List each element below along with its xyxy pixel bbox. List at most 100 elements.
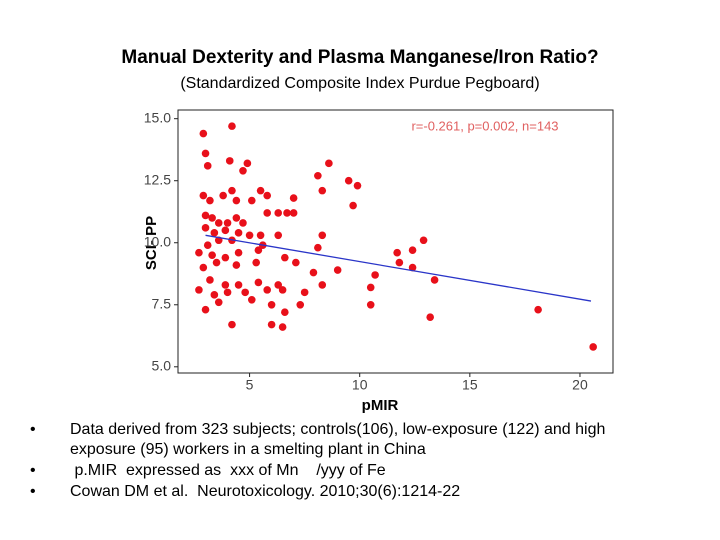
point xyxy=(314,171,322,180)
point xyxy=(274,209,283,217)
annotation: r=-0.261, p=0.002, n=143 xyxy=(411,118,558,133)
point xyxy=(206,196,214,205)
point xyxy=(210,229,219,237)
point xyxy=(344,176,353,185)
point xyxy=(228,320,236,329)
point xyxy=(263,191,272,200)
plot-frame xyxy=(177,109,614,374)
point xyxy=(252,258,260,267)
y-axis-label: SCI- PP xyxy=(143,216,160,270)
point xyxy=(281,308,289,317)
bullet: Cowan DM et al. Neurotoxicology. 2010;30… xyxy=(30,482,670,502)
point xyxy=(195,286,203,294)
point xyxy=(195,248,203,257)
y-tick-label: 5.0 xyxy=(152,358,172,374)
point xyxy=(278,286,287,294)
point xyxy=(203,241,212,250)
point xyxy=(199,191,208,200)
chart-subtitle: (Standardized Composite Index Purdue Peg… xyxy=(180,75,539,92)
point xyxy=(199,129,208,138)
x-tick-label: 20 xyxy=(572,377,588,393)
point xyxy=(289,194,298,202)
point xyxy=(223,219,232,227)
point xyxy=(318,281,327,289)
point xyxy=(234,281,243,289)
point xyxy=(309,268,318,277)
chart-title: Manual Dexterity and Plasma Manganese/Ir… xyxy=(121,47,598,68)
point xyxy=(247,296,256,304)
point xyxy=(366,283,375,292)
point xyxy=(225,157,234,165)
point xyxy=(201,224,210,232)
point xyxy=(366,300,375,309)
point xyxy=(281,253,289,262)
bullet: p.MIR expressed as xxx of Mn /yyy of Fe xyxy=(30,461,670,481)
point xyxy=(232,214,241,222)
point xyxy=(206,276,214,284)
point xyxy=(393,248,401,257)
point xyxy=(430,276,439,284)
point xyxy=(318,231,327,240)
trend-line xyxy=(205,234,592,302)
point xyxy=(199,263,208,272)
point xyxy=(267,320,276,329)
point xyxy=(289,209,298,217)
y-tick-label: 7.5 xyxy=(152,295,172,311)
point xyxy=(296,300,305,309)
point xyxy=(408,246,417,254)
point xyxy=(325,159,333,168)
point xyxy=(318,186,327,195)
point xyxy=(221,281,230,289)
point xyxy=(419,236,428,245)
point xyxy=(228,122,236,130)
point xyxy=(408,263,417,272)
point xyxy=(208,251,216,259)
point xyxy=(201,305,210,314)
point xyxy=(241,288,249,297)
point xyxy=(353,181,362,190)
point xyxy=(263,286,272,294)
y-tick-label: 10.0 xyxy=(144,233,171,249)
point xyxy=(232,261,241,269)
point xyxy=(426,313,434,321)
point xyxy=(214,219,223,227)
point xyxy=(278,323,287,331)
point xyxy=(223,288,232,297)
point xyxy=(247,196,256,205)
point xyxy=(283,209,291,217)
point xyxy=(589,343,597,351)
point xyxy=(243,159,252,168)
point xyxy=(201,149,210,158)
point xyxy=(232,196,241,205)
point xyxy=(210,291,219,299)
point xyxy=(395,258,404,267)
point xyxy=(349,201,357,210)
y-tick-label: 12.5 xyxy=(144,171,171,187)
point xyxy=(234,248,243,257)
point xyxy=(274,231,283,240)
x-tick-label: 15 xyxy=(462,377,478,393)
point xyxy=(371,271,379,279)
point xyxy=(201,211,210,220)
point xyxy=(333,266,342,274)
point xyxy=(274,281,283,289)
point xyxy=(219,191,227,200)
point xyxy=(254,278,263,287)
point xyxy=(221,253,230,262)
point xyxy=(239,166,247,175)
point xyxy=(208,214,216,222)
point xyxy=(214,298,223,307)
x-axis-label: pMIR xyxy=(362,397,399,414)
point xyxy=(534,305,542,314)
point xyxy=(212,258,221,267)
point xyxy=(221,226,230,235)
point xyxy=(234,229,243,237)
x-tick-label: 10 xyxy=(352,377,368,393)
point xyxy=(314,243,322,252)
x-tick-label: 5 xyxy=(246,377,254,393)
point xyxy=(267,300,276,309)
bullet-list: Data derived from 323 subjects; controls… xyxy=(30,420,670,503)
point xyxy=(245,231,254,240)
